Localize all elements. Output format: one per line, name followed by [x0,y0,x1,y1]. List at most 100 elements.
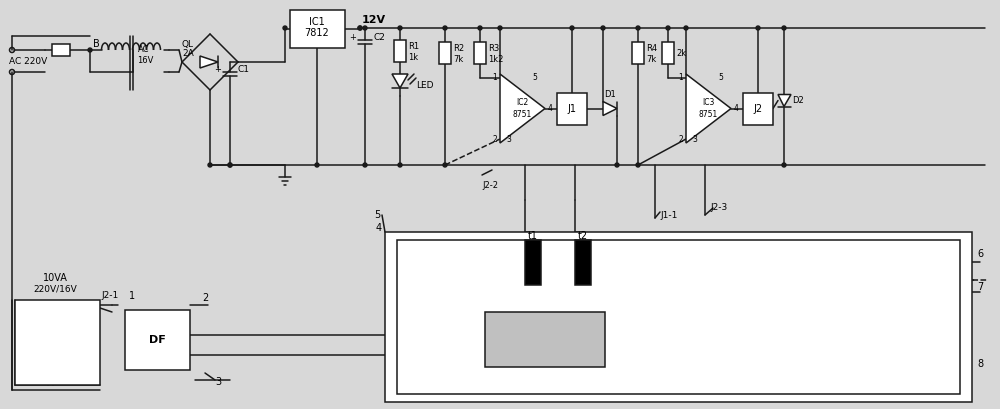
Text: AC
16V: AC 16V [138,45,154,65]
Text: 2k: 2k [676,49,686,58]
Circle shape [398,163,402,167]
Text: 3: 3 [215,377,221,387]
Polygon shape [200,56,218,68]
Circle shape [498,26,502,30]
Circle shape [636,26,640,30]
Circle shape [782,163,786,167]
Text: 1: 1 [492,74,497,83]
Text: J1-1: J1-1 [660,211,677,220]
Text: 7812: 7812 [305,28,329,38]
Text: 5: 5 [718,74,723,83]
Text: LED: LED [416,81,434,90]
Text: 1: 1 [129,291,135,301]
Circle shape [601,26,605,30]
Text: 220V/16V: 220V/16V [33,285,77,294]
Text: J2-3: J2-3 [710,204,727,213]
Text: IC3: IC3 [702,98,714,107]
Text: +: + [214,65,221,74]
Circle shape [363,163,367,167]
Text: C2: C2 [373,34,385,43]
Bar [525,240,541,285]
Bar [632,42,644,64]
Circle shape [636,163,640,167]
Text: t2: t2 [578,231,588,241]
Polygon shape [500,74,545,143]
Bar [557,92,587,124]
Circle shape [315,163,319,167]
Text: t1: t1 [528,231,538,241]
Text: 4: 4 [734,104,739,113]
Circle shape [283,26,287,30]
Text: DF: DF [149,335,165,345]
Text: AC 220V: AC 220V [9,58,47,67]
Circle shape [684,26,688,30]
Circle shape [358,26,362,30]
Text: 7: 7 [977,282,983,292]
Circle shape [398,26,402,30]
Text: 1: 1 [678,74,683,83]
Text: 2: 2 [492,135,497,144]
Bar [15,300,100,385]
Text: 4: 4 [376,223,382,233]
Text: R2
7k: R2 7k [453,44,464,64]
Bar [385,232,972,402]
Text: 8: 8 [977,359,983,369]
Text: B: B [93,39,100,49]
Circle shape [443,26,447,30]
Text: 2A: 2A [182,49,194,58]
Circle shape [363,26,367,30]
Text: J2: J2 [753,103,763,114]
Circle shape [615,163,619,167]
Polygon shape [778,94,791,106]
Text: 8751: 8751 [698,110,718,119]
Bar [125,310,190,370]
Circle shape [208,163,212,167]
Circle shape [478,26,482,30]
Text: C1: C1 [238,65,250,74]
Bar [290,10,345,48]
Text: QL: QL [182,40,194,49]
Circle shape [443,163,447,167]
Polygon shape [392,74,408,88]
Circle shape [666,26,670,30]
Circle shape [570,26,574,30]
Text: 6: 6 [977,249,983,259]
Text: 5: 5 [532,74,537,83]
Text: 8751: 8751 [512,110,532,119]
Text: J2-1: J2-1 [101,290,119,299]
Text: IC1: IC1 [309,17,325,27]
Text: 3: 3 [692,135,697,144]
Text: 4: 4 [548,104,553,113]
Circle shape [358,26,362,30]
Bar [52,44,70,56]
Bar [394,40,406,62]
Text: J2-2: J2-2 [482,180,498,189]
Bar [575,240,591,285]
Text: 2: 2 [678,135,683,144]
Bar [439,42,451,64]
Text: J1: J1 [568,103,576,114]
Circle shape [756,26,760,30]
Text: R1
1k: R1 1k [408,42,419,62]
Text: 10VA: 10VA [43,273,67,283]
Text: 12V: 12V [362,15,386,25]
Circle shape [88,48,92,52]
Polygon shape [686,74,731,143]
Bar [662,42,674,64]
Circle shape [228,163,232,167]
Text: D2: D2 [792,96,804,105]
Text: 5: 5 [374,210,380,220]
Text: +: + [349,34,356,43]
Text: R3
1k2: R3 1k2 [488,44,503,64]
Bar [397,240,960,394]
Text: IC2: IC2 [516,98,528,107]
Polygon shape [603,101,617,115]
Bar [743,92,773,124]
Text: 2: 2 [202,293,208,303]
Text: D1: D1 [604,90,616,99]
Bar [485,312,605,367]
Bar [474,42,486,64]
Circle shape [782,26,786,30]
Circle shape [228,163,232,167]
Text: 3: 3 [506,135,511,144]
